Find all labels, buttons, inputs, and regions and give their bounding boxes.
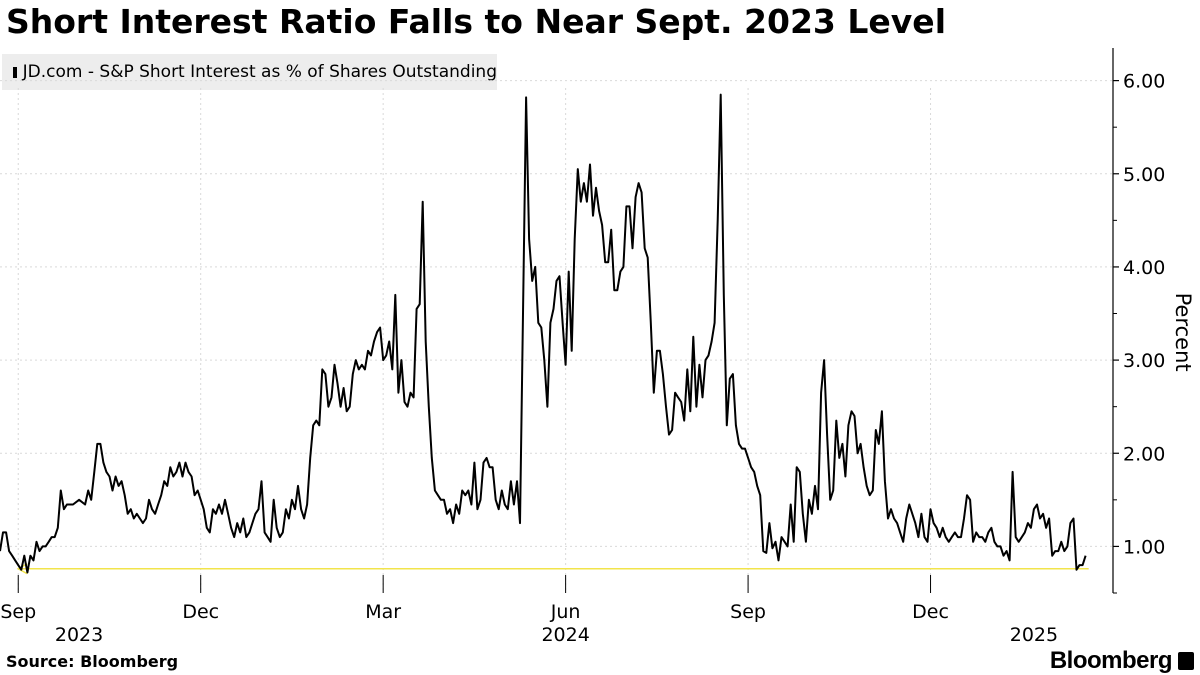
chart-title: Short Interest Ratio Falls to Near Sept.… (6, 2, 947, 41)
legend-label: JD.com - S&P Short Interest as % of Shar… (22, 62, 497, 82)
x-tick-label: Dec (182, 601, 219, 623)
x-tick-label: Jun (550, 601, 581, 623)
y-tick-label: 5.00 (1123, 164, 1165, 186)
source-note: Source: Bloomberg (6, 652, 179, 671)
y-tick-label: 2.00 (1123, 443, 1165, 465)
x-tick-label: Mar (365, 601, 401, 623)
y-tick-label: 4.00 (1123, 257, 1165, 279)
y-tick-label: 3.00 (1123, 350, 1165, 372)
legend: JD.com - S&P Short Interest as % of Shar… (2, 54, 497, 90)
x-year-label: 2023 (55, 624, 103, 646)
x-tick-label: Sep (0, 601, 36, 623)
x-tick-label: Sep (730, 601, 766, 623)
x-year-label: 2025 (1010, 624, 1058, 646)
y-tick-label: 1.00 (1123, 536, 1165, 558)
x-year-label: 2024 (541, 624, 589, 646)
legend-swatch (13, 66, 17, 78)
series-line-jd-short-interest (0, 93, 1087, 574)
bloomberg-icon (1178, 652, 1194, 670)
y-tick-label: 6.00 (1123, 71, 1165, 93)
reference-arrow (16, 563, 28, 575)
x-tick-label: Dec (912, 601, 949, 623)
brand-logo: Bloomberg (1049, 647, 1173, 674)
y-axis-label: Percent (1171, 293, 1195, 372)
